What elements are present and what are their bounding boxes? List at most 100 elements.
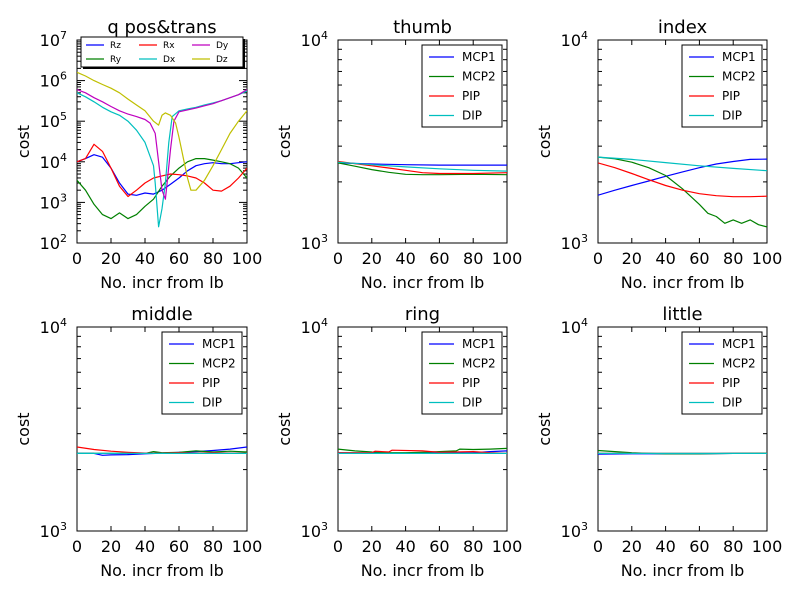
legend: MCP1 MCP2 PIP DIP — [421, 44, 503, 128]
y-tick-base: 10 — [301, 522, 321, 541]
y-tick-base: 10 — [40, 112, 60, 131]
legend-label: MCP1 — [462, 50, 496, 64]
legend-label: Dy — [216, 41, 229, 51]
series-line-mcp2 — [598, 156, 767, 228]
legend-label: Rx — [163, 41, 175, 51]
x-tick-label: 80 — [203, 537, 223, 556]
series-line-pip — [338, 449, 507, 454]
legend-label: PIP — [722, 376, 740, 390]
x-axis-label: No. incr from lb — [621, 273, 745, 292]
y-tick-base: 10 — [40, 31, 60, 50]
series-line-dip — [338, 161, 507, 172]
legend-box — [421, 44, 503, 128]
x-axis-label: No. incr from lb — [361, 561, 485, 580]
legend-label: Ry — [110, 55, 122, 65]
y-tick-base: 10 — [301, 318, 321, 337]
x-tick-label: 80 — [463, 249, 483, 268]
x-tick-label: 60 — [429, 249, 449, 268]
legend-label: DIP — [202, 396, 222, 410]
legend-label: MCP1 — [722, 337, 756, 351]
x-tick-label: 0 — [593, 249, 603, 268]
legend-label: Dz — [216, 55, 228, 65]
x-axis-label: No. incr from lb — [361, 273, 485, 292]
y-tick-label: 103 — [40, 191, 67, 212]
y-tick-base: 10 — [301, 234, 321, 253]
x-tick-label: 0 — [333, 537, 343, 556]
legend-label: MCP2 — [722, 357, 756, 371]
y-tick-exponent: 4 — [581, 316, 588, 329]
x-tick-label: 40 — [655, 537, 675, 556]
x-axis-label: No. incr from lb — [100, 273, 224, 292]
y-axis-label: cost — [275, 125, 294, 158]
y-tick-base: 10 — [40, 318, 60, 337]
y-tick-label: 103 — [301, 520, 328, 541]
series-line-mcp1 — [598, 158, 767, 196]
legend-box — [161, 331, 243, 415]
y-axis-label: cost — [535, 125, 554, 158]
series-line-mcp2 — [338, 162, 507, 176]
x-tick-label: 20 — [622, 537, 642, 556]
y-tick-base: 10 — [301, 31, 321, 50]
y-tick-exponent: 5 — [60, 110, 67, 123]
y-tick-exponent: 6 — [60, 70, 67, 83]
series-line-dx — [77, 90, 247, 228]
legend-label: PIP — [202, 376, 220, 390]
y-axis-label: cost — [14, 412, 33, 445]
y-tick-label: 104 — [40, 316, 67, 337]
y-tick-label: 103 — [561, 520, 588, 541]
legend-label: DIP — [462, 109, 482, 123]
x-tick-label: 40 — [135, 249, 155, 268]
x-tick-label: 20 — [362, 537, 382, 556]
y-tick-label: 104 — [40, 151, 67, 172]
panel-title: q pos&trans — [107, 17, 216, 38]
x-tick-label: 100 — [232, 537, 263, 556]
legend: MCP1 MCP2 PIP DIP — [161, 331, 243, 415]
legend-box — [80, 36, 244, 68]
plot-area — [76, 39, 248, 244]
series-line-pip — [598, 162, 767, 198]
panel-title: little — [662, 304, 702, 325]
y-axis-label: cost — [14, 125, 33, 158]
x-tick-label: 80 — [723, 249, 743, 268]
y-tick-label: 106 — [40, 70, 67, 91]
x-tick-label: 20 — [101, 249, 121, 268]
panel-title: middle — [131, 304, 192, 325]
legend: MCP1 MCP2 PIP DIP — [421, 331, 503, 415]
y-tick-base: 10 — [561, 234, 581, 253]
legend: MCP1 MCP2 PIP DIP — [681, 44, 763, 128]
legend-label: DIP — [462, 396, 482, 410]
x-tick-label: 100 — [752, 249, 783, 268]
y-tick-exponent: 3 — [581, 232, 588, 245]
y-tick-exponent: 4 — [60, 151, 67, 164]
y-tick-base: 10 — [561, 318, 581, 337]
legend-label: MCP1 — [722, 50, 756, 64]
x-tick-label: 0 — [333, 249, 343, 268]
y-tick-base: 10 — [40, 153, 60, 172]
y-tick-label: 102 — [40, 232, 67, 253]
x-tick-label: 80 — [723, 537, 743, 556]
legend-label: MCP1 — [462, 337, 496, 351]
x-tick-label: 20 — [101, 537, 121, 556]
y-tick-exponent: 3 — [60, 191, 67, 204]
legend-label: Dx — [163, 55, 176, 65]
y-tick-exponent: 4 — [581, 29, 588, 42]
panel-title: thumb — [393, 17, 452, 38]
y-tick-label: 104 — [561, 29, 588, 50]
y-tick-label: 105 — [40, 110, 67, 131]
y-tick-exponent: 3 — [581, 520, 588, 533]
y-tick-exponent: 4 — [60, 316, 67, 329]
x-tick-label: 0 — [593, 537, 603, 556]
y-tick-label: 103 — [301, 232, 328, 253]
y-tick-exponent: 4 — [321, 316, 328, 329]
legend-label: DIP — [722, 396, 742, 410]
y-tick-label: 104 — [561, 316, 588, 337]
x-tick-label: 80 — [463, 537, 483, 556]
legend-label: PIP — [462, 89, 480, 103]
